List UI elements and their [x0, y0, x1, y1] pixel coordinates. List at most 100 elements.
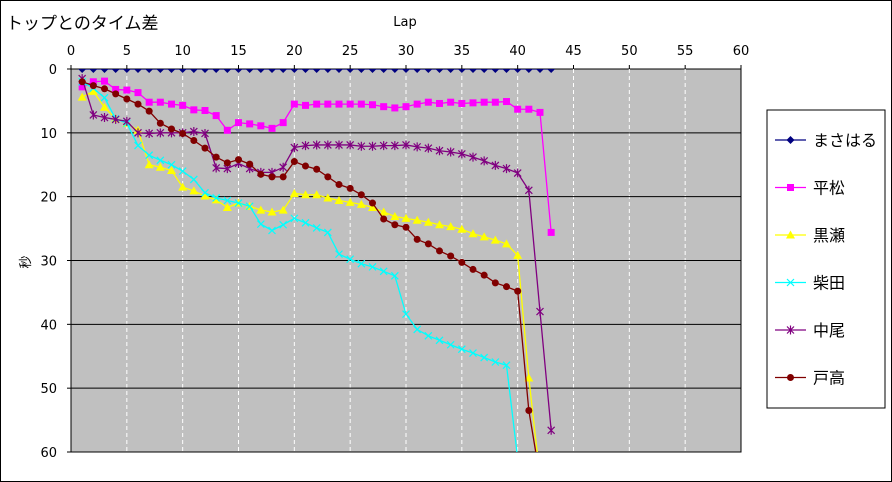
data-point — [323, 140, 332, 150]
data-point — [268, 69, 276, 73]
data-point — [457, 149, 466, 159]
data-point — [469, 349, 477, 357]
tick-labels: 0 5 10 15 20 25 30 35 40 45 50 55 60 0 10 20 30 40 50 60 — [40, 44, 749, 461]
data-point — [514, 105, 522, 113]
data-point — [212, 153, 220, 161]
data-point — [167, 165, 176, 174]
data-point — [312, 190, 322, 199]
data-point — [178, 167, 187, 176]
x-tick-label: 35 — [454, 44, 471, 59]
data-point — [458, 99, 466, 107]
data-point — [289, 188, 299, 197]
legend — [766, 109, 886, 409]
data-point — [313, 165, 321, 173]
data-point — [312, 140, 321, 150]
x-tick-label: 20 — [286, 44, 303, 59]
legend-entry: まさはる — [775, 131, 877, 150]
data-point — [469, 265, 477, 273]
data-point — [189, 69, 198, 73]
data-point — [379, 141, 388, 151]
data-point — [88, 86, 98, 95]
data-point — [256, 69, 265, 73]
data-point — [457, 69, 466, 73]
data-point — [212, 112, 220, 120]
data-point — [301, 141, 310, 151]
data-point — [357, 100, 365, 108]
data-point — [491, 358, 500, 366]
data-point — [402, 103, 410, 111]
data-point — [279, 173, 287, 181]
data-point — [503, 283, 510, 291]
data-point — [223, 159, 231, 167]
data-point — [145, 151, 154, 160]
data-point — [412, 215, 422, 224]
data-point — [435, 146, 444, 156]
data-point — [402, 69, 410, 73]
data-point — [123, 86, 131, 94]
data-point — [480, 98, 488, 106]
data-point — [301, 69, 310, 73]
data-point — [424, 143, 433, 153]
legend-marker — [786, 230, 795, 239]
y-axis-label: 秒 — [19, 255, 34, 268]
data-point — [245, 202, 254, 211]
data-point — [391, 221, 399, 229]
data-point — [457, 345, 466, 354]
data-point — [480, 69, 489, 73]
data-point — [390, 69, 399, 73]
data-point — [380, 103, 388, 111]
y-tick-label: 10 — [40, 127, 57, 142]
data-point — [380, 215, 388, 223]
data-point — [469, 152, 477, 162]
data-point — [279, 220, 288, 229]
data-point — [323, 69, 332, 73]
data-point — [447, 252, 455, 260]
data-point — [502, 69, 511, 73]
data-point — [413, 100, 421, 108]
data-point — [402, 140, 410, 150]
legend-label: 平松 — [813, 179, 845, 198]
data-point — [278, 205, 288, 214]
data-point — [267, 207, 277, 216]
data-point — [346, 184, 354, 192]
data-point — [145, 128, 154, 138]
data-point — [524, 69, 533, 73]
data-point — [156, 119, 164, 127]
data-point — [268, 124, 276, 132]
data-point — [379, 69, 388, 73]
data-point — [257, 122, 265, 130]
data-point — [144, 160, 154, 169]
data-point — [201, 144, 209, 152]
data-point — [78, 69, 87, 73]
data-point — [101, 85, 108, 93]
data-point — [178, 182, 188, 191]
data-point — [413, 142, 422, 152]
data-point — [290, 100, 298, 108]
data-point — [168, 100, 175, 108]
data-point — [368, 262, 377, 271]
legend-label: 中尾 — [813, 321, 845, 340]
data-point — [290, 69, 299, 73]
data-point — [536, 108, 544, 116]
data-point — [156, 98, 164, 106]
data-point — [156, 156, 165, 165]
data-point — [436, 99, 443, 107]
data-point — [134, 100, 142, 108]
data-point — [469, 99, 477, 107]
data-point — [513, 69, 522, 73]
legend-marker — [786, 278, 795, 287]
data-point — [424, 69, 433, 73]
data-point — [101, 77, 108, 85]
data-point — [346, 140, 355, 150]
data-point — [134, 89, 142, 97]
x-tick-label: 40 — [509, 44, 526, 59]
y-tick-label: 60 — [40, 446, 57, 461]
x-axis-label: Lap — [393, 15, 416, 30]
data-point — [424, 331, 433, 340]
data-point — [379, 267, 388, 276]
data-point — [547, 69, 556, 73]
x-tick-label: 45 — [565, 44, 582, 59]
data-point — [480, 353, 489, 362]
data-point — [302, 162, 309, 170]
